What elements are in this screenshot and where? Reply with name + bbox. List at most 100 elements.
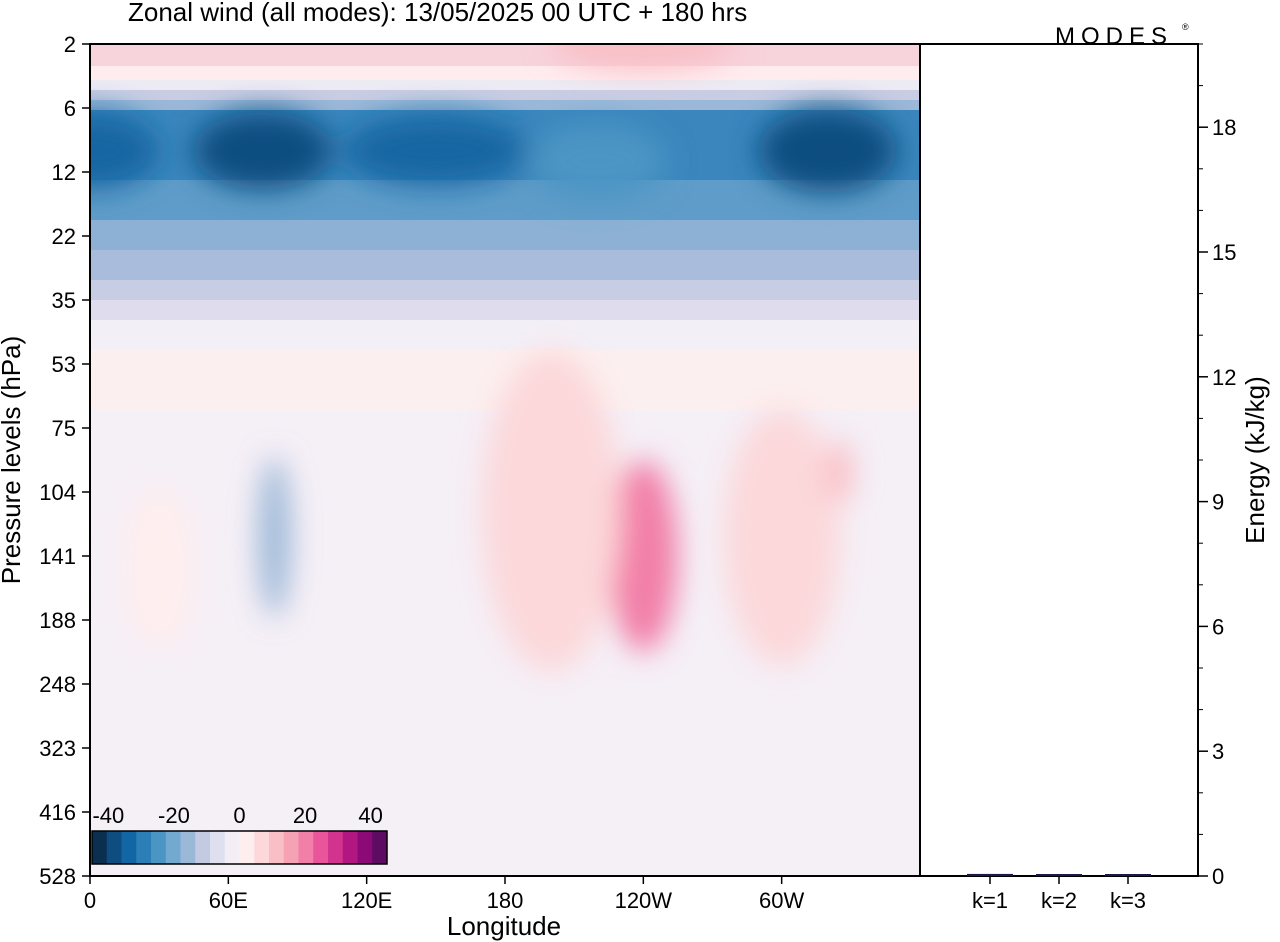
colorbar-cell — [224, 831, 240, 864]
wavenumber-tick-label: k=2 — [1041, 888, 1077, 913]
colorbar-cell — [210, 831, 226, 864]
heatmap-band — [90, 90, 920, 100]
heatmap-feature — [193, 112, 333, 190]
longitude-tick-label: 60W — [759, 888, 804, 913]
chart-title: Zonal wind (all modes): 13/05/2025 00 UT… — [128, 0, 747, 27]
pressure-tick-label: 53 — [52, 352, 76, 377]
energy-panel: 0 3 6 9 12 15 18 k=1 k=2 k=3 Energy (kJ/kg) — [919, 43, 1270, 913]
energy-tick-label: 12 — [1212, 365, 1236, 390]
longitude-tick-label: 120E — [341, 888, 392, 913]
heatmap-feature — [343, 115, 529, 186]
pressure-tick-label: 104 — [39, 480, 76, 505]
pressure-tick-label: 416 — [39, 800, 76, 825]
colorbar-cell — [92, 831, 108, 864]
heatmap-band — [90, 66, 920, 80]
colorbar-tick-label: 20 — [293, 803, 317, 828]
colorbar-cell — [239, 831, 255, 864]
longitude-tick-label: 0 — [84, 888, 96, 913]
heatmap-feature — [258, 456, 291, 617]
energy-axis: 0 3 6 9 12 15 18 — [1198, 43, 1236, 889]
heatmap-features — [90, 44, 897, 672]
heatmap-feature — [608, 460, 678, 652]
pressure-tick-label: 75 — [52, 416, 76, 441]
heatmap-band — [90, 180, 920, 220]
longitude-axis: 0 60E 120E 180 120W 60W — [84, 876, 805, 913]
colorbar-cell — [328, 831, 344, 864]
colorbar-cell — [106, 831, 122, 864]
pressure-tick-label: 188 — [39, 608, 76, 633]
energy-axis-label: Energy (kJ/kg) — [1240, 376, 1270, 544]
longitude-tick-label: 60E — [209, 888, 248, 913]
colorbar-cell — [136, 831, 152, 864]
heatmap-band — [90, 220, 920, 250]
heatmap-feature — [758, 109, 897, 193]
colorbar-cells — [92, 831, 388, 864]
heatmap-feature — [825, 440, 854, 505]
colorbar-cell — [313, 831, 329, 864]
heatmap-feature — [724, 408, 840, 665]
energy-tick-label: 3 — [1212, 739, 1224, 764]
colorbar-cell — [165, 831, 181, 864]
energy-bars — [967, 873, 1151, 876]
colorbar-tick-label: 0 — [233, 803, 245, 828]
energy-tick-label: 6 — [1212, 614, 1224, 639]
energy-tick-label: 0 — [1212, 864, 1224, 889]
energy-frame — [919, 43, 1199, 877]
heatmap-band — [90, 100, 920, 110]
colorbar-cell — [195, 831, 211, 864]
pressure-tick-label: 248 — [39, 672, 76, 697]
colorbar-tick-label: -20 — [158, 803, 190, 828]
heatmap-feature — [90, 112, 160, 190]
pressure-tick-label: 2 — [64, 32, 76, 57]
heatmap-band — [90, 44, 920, 66]
colorbar-cell — [151, 831, 167, 864]
pressure-tick-label: 528 — [39, 864, 76, 889]
y-axis-label: Pressure levels (hPa) — [0, 336, 26, 585]
colorbar-cell — [298, 831, 314, 864]
colorbar-cell — [372, 831, 388, 864]
energy-tick-label: 9 — [1212, 490, 1224, 515]
colorbar-cell — [180, 831, 196, 864]
wavenumber-tick-label: k=1 — [972, 888, 1008, 913]
colorbar-tick-label: -40 — [92, 803, 124, 828]
heatmap-feature — [481, 351, 621, 672]
heatmap-feature — [551, 44, 736, 70]
heatmap-band — [90, 280, 920, 300]
heatmap-band — [90, 250, 920, 280]
pressure-tick-label: 22 — [52, 224, 76, 249]
colorbar-cell — [357, 831, 373, 864]
energy-bar — [1036, 874, 1082, 876]
energy-bar — [1105, 874, 1151, 876]
longitude-tick-label: 180 — [487, 888, 524, 913]
colorbar-tick-labels: -40 -20 0 20 40 — [92, 803, 382, 828]
colorbar-cell — [121, 831, 137, 864]
colorbar-frame — [91, 830, 388, 865]
colorbar-cell — [254, 831, 270, 864]
pressure-tick-label: 12 — [52, 160, 76, 185]
heatmap-feature — [528, 122, 667, 200]
pressure-tick-label: 141 — [39, 544, 76, 569]
energy-tick-label: 18 — [1212, 115, 1236, 140]
heatmap-panel: 2 6 12 22 35 53 75 104 141 188 248 323 416 528 0 60E 12… — [0, 32, 921, 941]
colorbar: -40 -20 0 20 40 — [91, 803, 388, 865]
x-axis-label: Longitude — [447, 911, 561, 941]
colorbar-cell — [269, 831, 285, 864]
colorbar-tick-label: 40 — [358, 803, 382, 828]
colorbar-cell — [342, 831, 358, 864]
longitude-tick-label: 120W — [615, 888, 673, 913]
heatmap-band — [90, 320, 920, 350]
wavenumber-axis: k=1 k=2 k=3 — [972, 876, 1146, 913]
heatmap-band — [90, 80, 920, 90]
wavenumber-tick-label: k=3 — [1110, 888, 1146, 913]
pressure-tick-label: 35 — [52, 288, 76, 313]
pressure-axis: 2 6 12 22 35 53 75 104 141 188 248 323 416 528 — [39, 32, 90, 889]
energy-tick-label: 15 — [1212, 240, 1236, 265]
pressure-tick-label: 323 — [39, 736, 76, 761]
energy-bar — [967, 873, 1013, 876]
colorbar-cell — [283, 831, 299, 864]
heatmap-feature — [124, 488, 194, 649]
logo-registered-mark: ® — [1182, 22, 1189, 32]
heatmap-band — [90, 300, 920, 320]
pressure-tick-label: 6 — [64, 96, 76, 121]
